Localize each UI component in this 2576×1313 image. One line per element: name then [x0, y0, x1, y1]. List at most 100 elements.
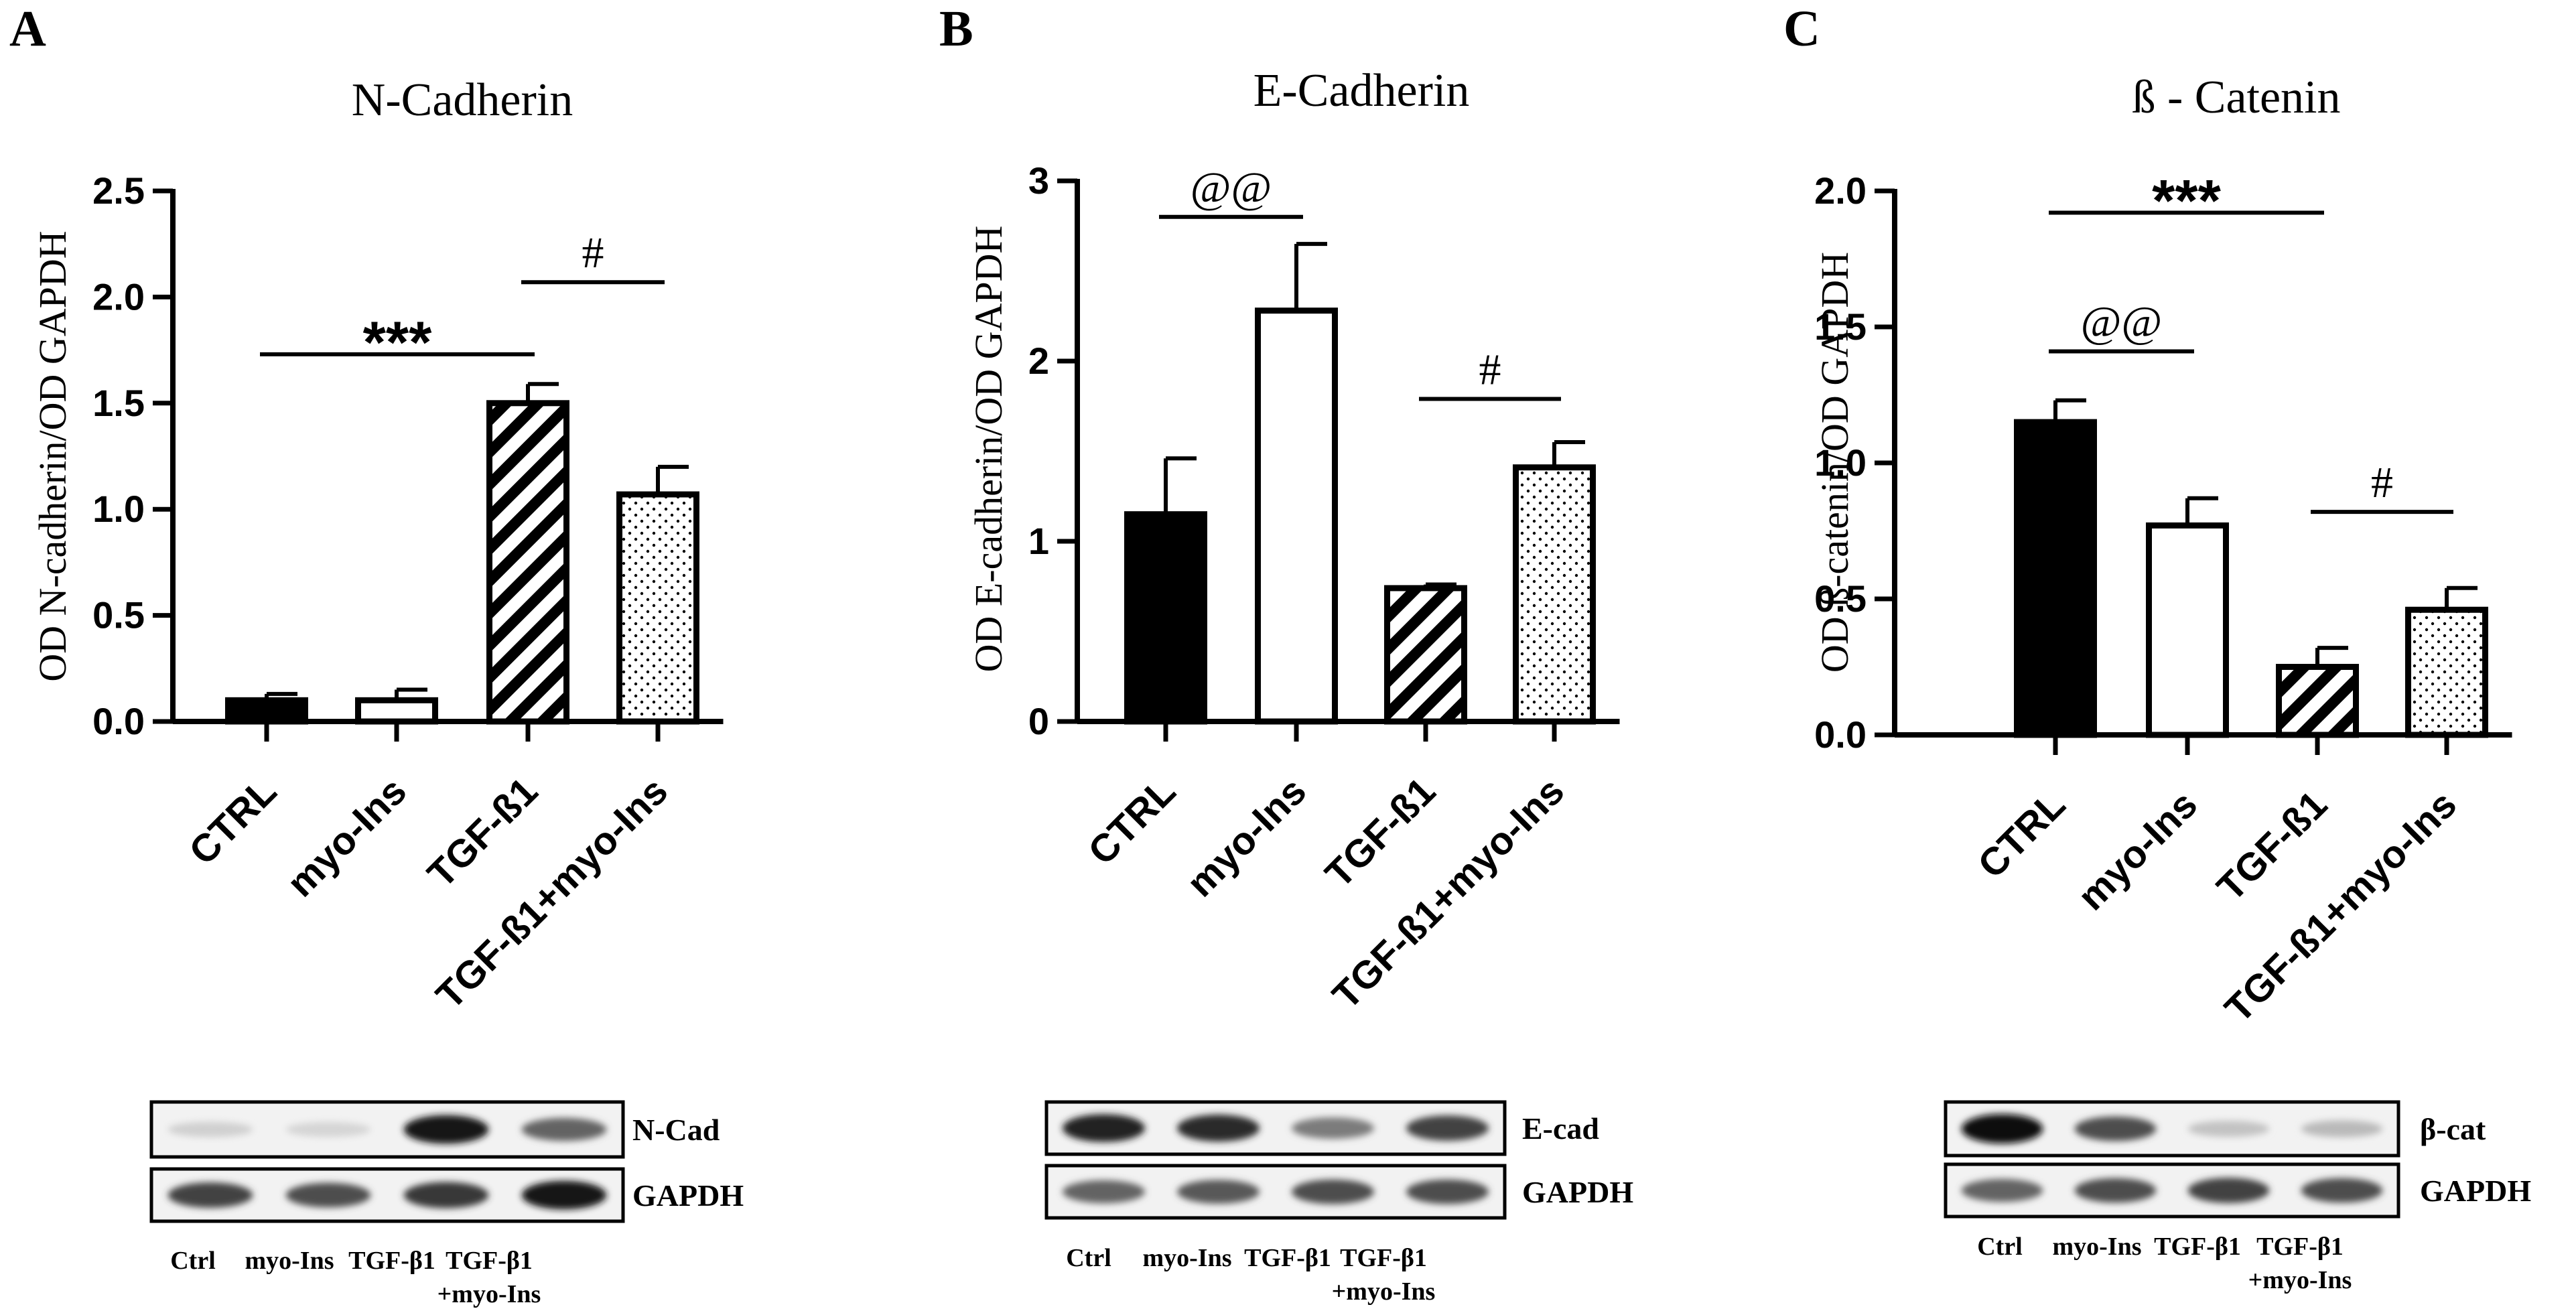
blot-band — [1062, 1180, 1146, 1204]
blot-lane-label: TGF-β1 — [2154, 1233, 2241, 1261]
blot-row-label: GAPDH — [632, 1178, 744, 1213]
bar — [225, 697, 308, 725]
blot-row-label: GAPDH — [1522, 1175, 1633, 1209]
y-axis-label: OD ß-catenin/OD GAPDH — [1813, 252, 1856, 673]
panel-a: A N-Cadherin OD N-cadherin/OD GAPDH 0.0 0.5 1… — [9, 1, 744, 1308]
y-tick-label: 0.5 — [92, 594, 145, 636]
x-tick-label: myo-Ins — [279, 769, 415, 905]
bar — [2014, 419, 2097, 738]
blot-lane-label-line: TGF-β1 — [2256, 1233, 2344, 1261]
y-tick-label: 2.0 — [92, 275, 145, 318]
x-tick-label: CTRL — [1970, 782, 2074, 886]
y-tick-label: 1.0 — [92, 488, 145, 530]
x-tick-label: myo-Ins — [2070, 782, 2206, 918]
panel-letter: A — [9, 1, 46, 57]
blot-lane-label: myo-Ins — [2052, 1233, 2141, 1261]
blot-band — [403, 1182, 489, 1208]
bar — [1124, 511, 1207, 725]
panel-letter: B — [939, 1, 973, 57]
bar — [2405, 606, 2488, 738]
y-tick-label: 0.0 — [1814, 713, 1867, 756]
y-tick-label: 2.5 — [92, 169, 145, 212]
blot-row-label: E-cad — [1522, 1111, 1599, 1146]
blot-lane-label-line: TGF-β1 — [348, 1247, 435, 1275]
x-tick-label: TGF-ß1 — [1317, 769, 1444, 896]
blot-lane-label: TGF-β1 +myo-Ins — [2248, 1233, 2352, 1294]
y-axis-label: OD N-cadherin/OD GAPDH — [31, 230, 74, 681]
blot-band — [1291, 1117, 1375, 1139]
significance-label: # — [582, 228, 604, 277]
blot-lane-label-line: Ctrl — [1066, 1244, 1111, 1272]
x-tick-label: CTRL — [181, 769, 285, 873]
y-tick-label: 1.0 — [1814, 441, 1867, 484]
blot-lane-label-line: myo-Ins — [2052, 1233, 2141, 1261]
y-tick-label: 2.0 — [1814, 169, 1867, 212]
x-tick-label: TGF-ß1 — [2209, 782, 2335, 909]
blot-lane-label: Ctrl — [1977, 1233, 2023, 1261]
y-tick-label: 0.5 — [1814, 577, 1867, 620]
blot-lane-label: TGF-β1 +myo-Ins — [437, 1247, 541, 1308]
blot-lane-label-line: myo-Ins — [245, 1247, 334, 1275]
significance-label: # — [1479, 345, 1501, 394]
blot-band — [2301, 1120, 2383, 1137]
significance-label: @@ — [2081, 298, 2163, 347]
bar — [486, 400, 569, 725]
significance-label: *** — [363, 309, 432, 375]
blot-lane-label-line: TGF-β1 — [1244, 1244, 1331, 1272]
blot-band — [521, 1180, 607, 1210]
y-tick-label: 1 — [1028, 520, 1049, 562]
significance-label: *** — [2152, 167, 2221, 233]
blot-band — [2074, 1178, 2157, 1203]
blot-band — [403, 1115, 489, 1144]
bar — [2276, 664, 2359, 738]
blot-lane-label-line: +myo-Ins — [2248, 1266, 2352, 1294]
panel-b: B E-Cadherin OD E-cadherin/OD GAPDH 0 1 2 3 CTR… — [939, 1, 1633, 1306]
y-axis-label: OD E-cadherin/OD GAPDH — [967, 226, 1010, 673]
y-tick-label: 1.5 — [1814, 305, 1867, 348]
x-tick-label: TGF-ß1+myo-Ins — [2217, 782, 2465, 1031]
blot-band — [2187, 1178, 2270, 1203]
blot-band — [521, 1117, 607, 1142]
blot-band — [285, 1121, 371, 1137]
blot-band — [167, 1182, 253, 1208]
blot-row-label: N-Cad — [632, 1113, 720, 1147]
bar — [1255, 307, 1338, 725]
blot-lane-label: TGF-β1 — [1244, 1244, 1331, 1272]
blot-lane-label: myo-Ins — [1142, 1244, 1231, 1272]
blot-lane-label-line: +myo-Ins — [1332, 1277, 1436, 1306]
bar — [355, 697, 438, 725]
blot-band — [1961, 1114, 2043, 1144]
blot-band — [1406, 1115, 1489, 1141]
chart-title: ß - Catenin — [2132, 72, 2340, 123]
chart-title: E-Cadherin — [1253, 65, 1470, 117]
y-tick-label: 0 — [1028, 700, 1049, 742]
blot-band — [1406, 1179, 1489, 1204]
blot-row-label: GAPDH — [2420, 1174, 2531, 1208]
blot-band — [2301, 1178, 2383, 1203]
blot-lane-label-line: TGF-β1 — [1340, 1244, 1427, 1272]
y-tick-label: 0.0 — [92, 700, 145, 742]
bar — [2146, 522, 2229, 738]
blot-lane-label-line: Ctrl — [170, 1247, 216, 1275]
bar — [1384, 585, 1467, 725]
blot-lane-label-line: +myo-Ins — [437, 1280, 541, 1308]
x-tick-label: TGF-ß1+myo-Ins — [1325, 769, 1573, 1018]
blot-lane-label-line: TGF-β1 — [446, 1247, 533, 1275]
blot-band — [167, 1121, 253, 1137]
blot-band — [1176, 1114, 1260, 1142]
y-tick-label: 2 — [1028, 340, 1049, 382]
blot-band — [2187, 1120, 2270, 1137]
chart-title: N-Cadherin — [352, 74, 573, 126]
x-tick-label: TGF-ß1+myo-Ins — [428, 769, 677, 1018]
blot-row-label: β-cat — [2420, 1112, 2486, 1146]
blot-lane-label: Ctrl — [170, 1247, 216, 1275]
x-tick-label: myo-Ins — [1178, 769, 1314, 905]
blot-band — [2074, 1116, 2157, 1142]
blot-band — [1291, 1179, 1375, 1204]
significance-label: @@ — [1191, 163, 1272, 212]
blot-lane-label: myo-Ins — [245, 1247, 334, 1275]
